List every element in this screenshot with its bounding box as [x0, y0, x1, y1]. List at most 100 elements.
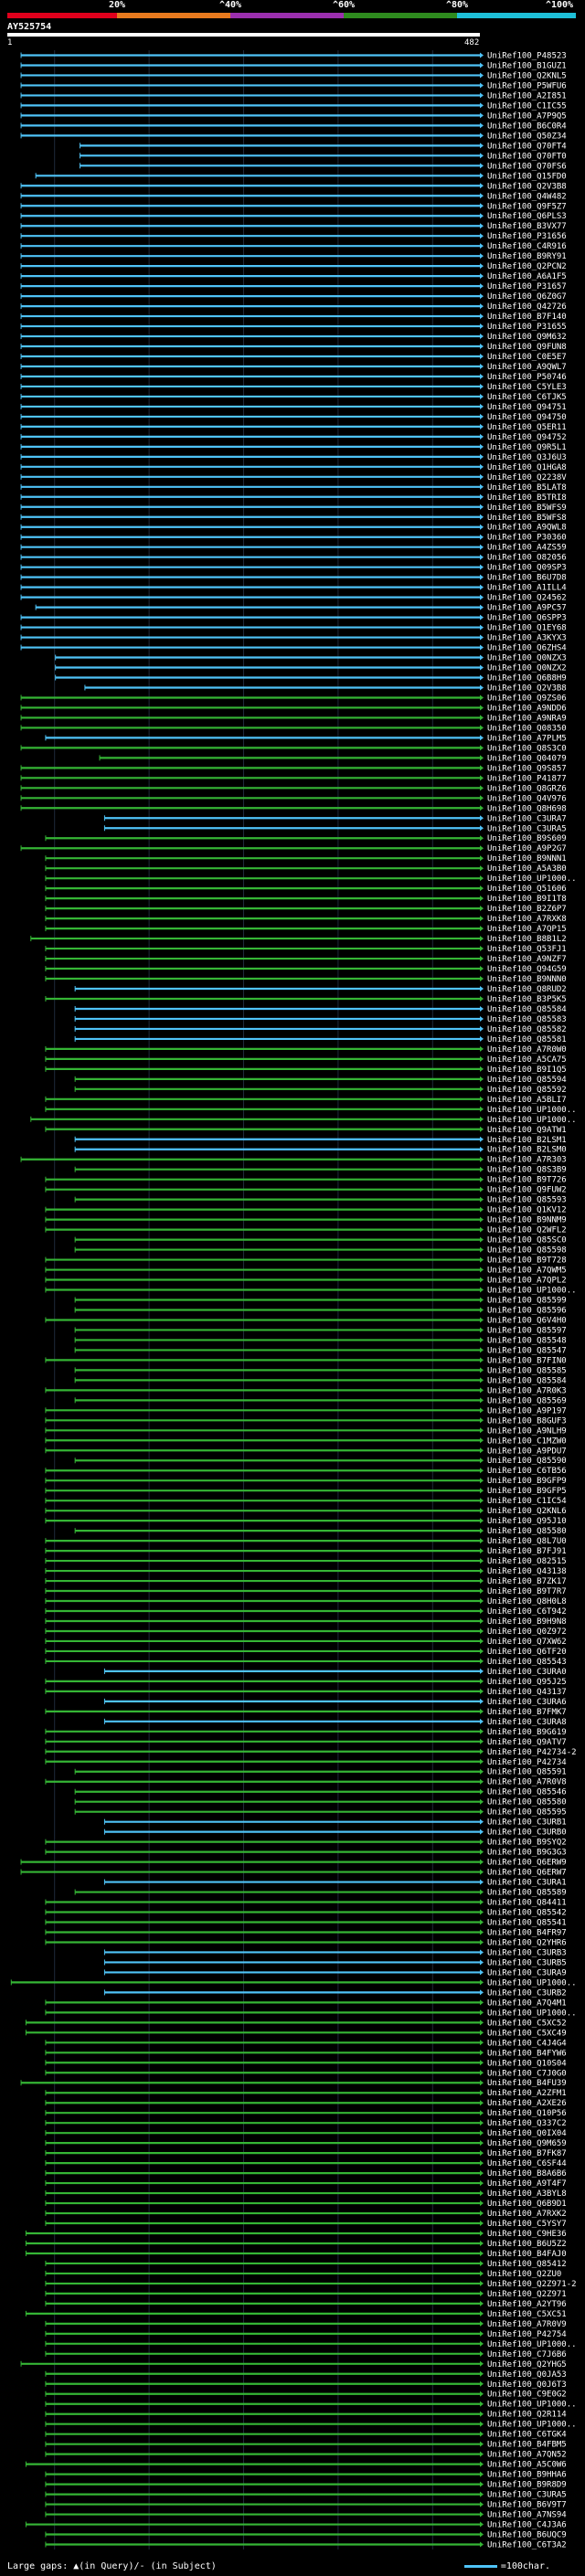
hit-row[interactable]: UniRef100_P42734-2	[45, 1748, 577, 1757]
hit-label[interactable]: UniRef100_Q0J6T3	[487, 2380, 567, 2390]
hit-label[interactable]: UniRef100_Q5ER11	[487, 423, 567, 432]
hit-label[interactable]: UniRef100_Q10P56	[487, 2109, 567, 2118]
hit-label[interactable]: UniRef100_Q85584	[487, 1005, 567, 1014]
hit-row[interactable]: UniRef100_B7F140	[20, 313, 567, 322]
hit-label[interactable]: UniRef100_B7FJ91	[487, 1547, 567, 1556]
hit-row[interactable]: UniRef100_B7FMK7	[45, 1708, 567, 1717]
hit-row[interactable]: UniRef100_Q85596	[74, 1306, 567, 1315]
hit-label[interactable]: UniRef100_Q6PLS3	[487, 212, 567, 221]
hit-row[interactable]: UniRef100_O82515	[45, 1557, 567, 1566]
hit-label[interactable]: UniRef100_B9SYQ2	[487, 1839, 567, 1848]
hit-label[interactable]: UniRef100_B5LAT8	[487, 483, 567, 493]
hit-row[interactable]: UniRef100_B9SYQ2	[45, 1839, 567, 1848]
hit-row[interactable]: UniRef100_UP1000..	[10, 1978, 577, 1988]
hit-row[interactable]: UniRef100_B7FK87	[45, 2149, 567, 2158]
hit-row[interactable]: UniRef100_C3URB3	[103, 1948, 567, 1957]
hit-row[interactable]: UniRef100_Q43137	[45, 1688, 567, 1697]
hit-row[interactable]: UniRef100_C6T942	[45, 1607, 567, 1617]
hit-label[interactable]: UniRef100_C3URA5	[487, 2491, 567, 2500]
hit-row[interactable]: UniRef100_B7FJ91	[45, 1547, 567, 1556]
hit-row[interactable]: UniRef100_C6T3A2	[45, 2541, 567, 2550]
hit-label[interactable]: UniRef100_C5YSY7	[487, 2220, 567, 2229]
hit-row[interactable]: UniRef100_Q85569	[74, 1396, 567, 1405]
hit-label[interactable]: UniRef100_B9HHA6	[487, 2471, 567, 2480]
hit-label[interactable]: UniRef100_A7PLM5	[487, 734, 567, 743]
hit-row[interactable]: UniRef100_A5A3B0	[45, 864, 567, 874]
hit-label[interactable]: UniRef100_C7J0G0	[487, 2069, 567, 2078]
hit-row[interactable]: UniRef100_B8GUF3	[45, 1416, 567, 1426]
hit-label[interactable]: UniRef100_UP1000..	[487, 875, 577, 884]
hit-label[interactable]: UniRef100_B7ZK17	[487, 1577, 567, 1586]
hit-row[interactable]: UniRef100_C9E0G2	[45, 2390, 567, 2400]
hit-label[interactable]: UniRef100_C3URB2	[487, 1988, 567, 1998]
hit-row[interactable]: UniRef100_A7NS94	[45, 2511, 567, 2520]
hit-label[interactable]: UniRef100_Q85547	[487, 1346, 567, 1355]
hit-label[interactable]: UniRef100_B9I1T8	[487, 895, 567, 904]
hit-row[interactable]: UniRef100_O82056	[20, 554, 567, 563]
hit-label[interactable]: UniRef100_Q09SP3	[487, 564, 567, 573]
hit-label[interactable]: UniRef100_Q9FUN8	[487, 343, 567, 352]
hit-label[interactable]: UniRef100_C1MZW0	[487, 1436, 567, 1446]
hit-label[interactable]: UniRef100_B4FBM5	[487, 2441, 567, 2450]
hit-label[interactable]: UniRef100_A7R0K3	[487, 1386, 567, 1395]
hit-label[interactable]: UniRef100_Q85589	[487, 1889, 567, 1898]
hit-label[interactable]: UniRef100_Q85591	[487, 1768, 567, 1777]
hit-row[interactable]: UniRef100_Q6ERW7	[20, 1869, 567, 1878]
hit-label[interactable]: UniRef100_Q84411	[487, 1899, 567, 1908]
hit-row[interactable]: UniRef100_Q85591	[74, 1768, 567, 1777]
hit-row[interactable]: UniRef100_B9I1T8	[45, 895, 567, 904]
hit-label[interactable]: UniRef100_A5BLI7	[487, 1096, 567, 1105]
hit-label[interactable]: UniRef100_B9T726	[487, 1176, 567, 1185]
hit-label[interactable]: UniRef100_B9T7R7	[487, 1587, 567, 1596]
hit-row[interactable]: UniRef100_Q70FT0	[80, 152, 567, 161]
hit-label[interactable]: UniRef100_Q9ATW1	[487, 1126, 567, 1135]
hit-row[interactable]: UniRef100_Q85583	[74, 1015, 567, 1024]
hit-label[interactable]: UniRef100_C4J4G4	[487, 2039, 567, 2048]
hit-label[interactable]: UniRef100_B7FIN0	[487, 1356, 567, 1365]
hit-row[interactable]: UniRef100_Q6ERW9	[20, 1859, 567, 1868]
hit-label[interactable]: UniRef100_A7QP15	[487, 925, 567, 934]
hit-row[interactable]: UniRef100_Q6PLS3	[20, 212, 567, 221]
hit-row[interactable]: UniRef100_C3URA0	[103, 1668, 567, 1677]
hit-label[interactable]: UniRef100_B8B1L2	[487, 935, 567, 944]
hit-row[interactable]: UniRef100_Q85580	[74, 1527, 567, 1536]
hit-label[interactable]: UniRef100_B5WFS9	[487, 504, 567, 513]
hit-label[interactable]: UniRef100_A7R0V9	[487, 2320, 567, 2329]
hit-label[interactable]: UniRef100_B9G619	[487, 1728, 567, 1737]
hit-label[interactable]: UniRef100_Q8L7U0	[487, 1537, 567, 1546]
hit-row[interactable]: UniRef100_Q85548	[74, 1336, 567, 1345]
hit-label[interactable]: UniRef100_Q85548	[487, 1336, 567, 1345]
hit-label[interactable]: UniRef100_Q85583	[487, 1015, 567, 1024]
hit-label[interactable]: UniRef100_Q8RUD2	[487, 985, 567, 994]
hit-label[interactable]: UniRef100_A4ZS59	[487, 544, 567, 553]
hit-label[interactable]: UniRef100_A6A1F5	[487, 272, 567, 281]
hit-row[interactable]: UniRef100_A7QN52	[45, 2451, 567, 2460]
hit-label[interactable]: UniRef100_P42734	[487, 1758, 567, 1767]
hit-row[interactable]: UniRef100_C9HE36	[25, 2230, 567, 2239]
hit-label[interactable]: UniRef100_P30360	[487, 534, 567, 543]
hit-label[interactable]: UniRef100_Q53FJ1	[487, 945, 567, 954]
hit-label[interactable]: UniRef100_O82056	[487, 554, 567, 563]
hit-row[interactable]: UniRef100_A5CA75	[45, 1055, 567, 1065]
hit-row[interactable]: UniRef100_Q9FUN8	[20, 343, 567, 352]
hit-row[interactable]: UniRef100_Q6B8H9	[55, 673, 567, 683]
hit-row[interactable]: UniRef100_A7QWM5	[45, 1267, 567, 1276]
hit-row[interactable]: UniRef100_Q85589	[74, 1889, 567, 1898]
hit-row[interactable]: UniRef100_A5C0W6	[25, 2461, 567, 2470]
hit-label[interactable]: UniRef100_A9PDU7	[487, 1447, 567, 1456]
hit-label[interactable]: UniRef100_Q85582	[487, 1025, 567, 1034]
hit-label[interactable]: UniRef100_B3VX77	[487, 222, 567, 231]
hit-row[interactable]: UniRef100_C3URB2	[103, 1988, 567, 1998]
hit-row[interactable]: UniRef100_B9GFP9	[45, 1477, 567, 1486]
hit-label[interactable]: UniRef100_C3URA0	[487, 1668, 567, 1677]
hit-label[interactable]: UniRef100_Q6B8H9	[487, 673, 567, 683]
hit-row[interactable]: UniRef100_Q1HGA8	[20, 463, 567, 472]
hit-row[interactable]: UniRef100_Q2YHG5	[20, 2360, 567, 2369]
hit-label[interactable]: UniRef100_B9R8D9	[487, 2481, 567, 2490]
hit-label[interactable]: UniRef100_Q9R5L1	[487, 443, 567, 452]
hit-label[interactable]: UniRef100_Q6Z0G7	[487, 292, 567, 302]
hit-row[interactable]: UniRef100_Q10S04	[45, 2059, 567, 2068]
hit-label[interactable]: UniRef100_UP1000..	[487, 2421, 577, 2430]
hit-row[interactable]: UniRef100_P48523	[20, 51, 567, 60]
hit-row[interactable]: UniRef100_Q95J10	[45, 1517, 567, 1526]
